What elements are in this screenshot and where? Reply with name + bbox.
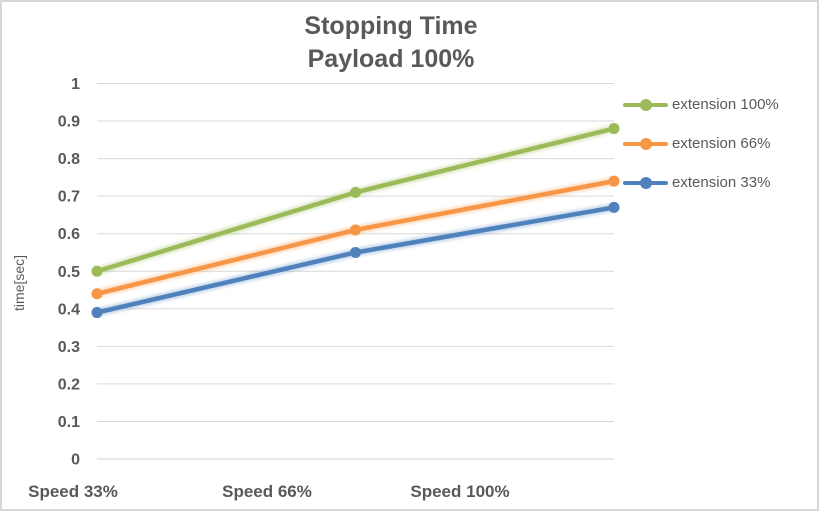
legend-label: extension 100% <box>672 96 779 113</box>
legend-label: extension 66% <box>672 135 771 152</box>
y-tick-label: 0.9 <box>58 114 80 131</box>
data-series <box>91 123 620 319</box>
y-tick-label: 0.2 <box>58 376 80 393</box>
series-line-extension-66- <box>94 178 617 297</box>
data-point-marker <box>350 246 361 258</box>
y-tick-label: 1 <box>71 76 80 93</box>
legend-line-marker-icon <box>623 98 668 111</box>
y-axis-tick-labels: 0 0.1 0.2 0.3 0.4 0.5 0.6 0.7 0.8 0.9 1 <box>58 76 80 469</box>
y-tick-label: 0.8 <box>58 151 80 168</box>
y-tick-label: 0.6 <box>58 226 80 243</box>
y-tick-label: 0.1 <box>58 414 80 431</box>
legend-dot <box>640 137 652 150</box>
data-point-marker <box>91 307 103 319</box>
x-category-label: Speed 33% <box>28 482 118 501</box>
legend-line-marker-icon <box>623 176 668 189</box>
legend-line-marker-icon <box>623 137 668 150</box>
x-axis-category-labels: Speed 33% Speed 66% Speed 100% <box>28 482 510 501</box>
y-tick-label: 0.7 <box>58 189 80 206</box>
legend-item-extension-100-: extension 100% <box>623 93 779 116</box>
legend: extension 100% extension 66% extension 33% <box>623 93 779 210</box>
legend-item-extension-66-: extension 66% <box>623 132 779 155</box>
y-axis-title: time[sec] <box>11 255 27 311</box>
legend-dot <box>640 176 652 189</box>
chart-title: Stopping Time Payload 100% <box>2 10 780 76</box>
legend-dot <box>640 98 652 111</box>
y-tick-label: 0.3 <box>58 339 80 356</box>
data-point-marker <box>608 201 620 213</box>
x-category-label: Speed 66% <box>222 482 312 501</box>
series-line-extension-33- <box>94 205 617 315</box>
data-point-marker <box>350 186 361 198</box>
chart-title-line1: Stopping Time <box>304 12 478 40</box>
legend-item-extension-33-: extension 33% <box>623 171 779 194</box>
chart-title-line2: Payload 100% <box>307 45 475 73</box>
y-tick-label: 0 <box>71 452 80 469</box>
y-tick-label: 0.5 <box>58 264 80 281</box>
data-point-marker <box>608 123 620 135</box>
x-category-label: Speed 100% <box>410 482 509 501</box>
data-point-marker <box>91 288 103 300</box>
y-tick-label: 0.4 <box>58 301 80 318</box>
data-point-marker <box>608 175 620 187</box>
data-point-marker <box>91 265 103 277</box>
legend-label: extension 33% <box>672 174 771 191</box>
data-point-marker <box>350 224 361 236</box>
